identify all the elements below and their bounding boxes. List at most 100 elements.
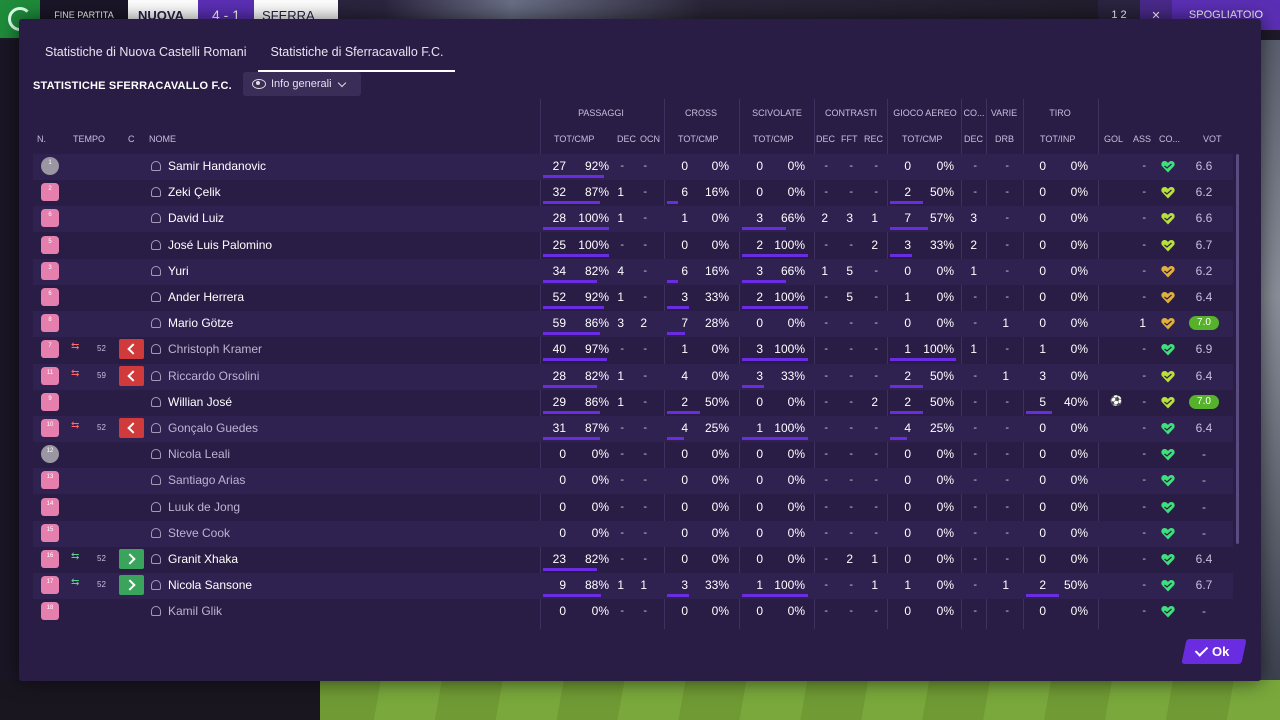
- table-row[interactable]: 18 Kamil Glik 0 0% - -0 0% 0 0% - - -0 0% - -0 0% - -: [33, 599, 1233, 625]
- player-name[interactable]: Luuk de Jong: [168, 499, 241, 514]
- player-name[interactable]: José Luis Palomino: [168, 237, 273, 252]
- player-profile-icon[interactable]: [151, 213, 161, 224]
- shirt-number-icon: 10: [41, 419, 59, 437]
- col-varie-drb[interactable]: DRB: [995, 134, 1015, 144]
- col-sciv-totcmp[interactable]: TOT/CMP: [753, 134, 794, 144]
- challenges-decisive: -: [824, 291, 828, 303]
- table-row[interactable]: 7 ⇆ 52 Christoph Kramer 40 97% - -1 0% 3 100% - - -1 1…: [33, 337, 1233, 363]
- table-row[interactable]: 17 ⇆ 52 Nicola Sansone 9 88% 1 1 3 33% 1 100% - - 1 1 0%…: [33, 573, 1233, 600]
- player-name[interactable]: David Luiz: [168, 211, 225, 226]
- player-rating: 6.4: [1195, 290, 1213, 304]
- player-profile-icon[interactable]: [151, 580, 161, 591]
- player-name[interactable]: Nicola Leali: [168, 447, 231, 462]
- player-name[interactable]: Riccardo Orsolini: [168, 368, 260, 383]
- player-profile-icon[interactable]: [151, 265, 161, 276]
- col-c[interactable]: C: [128, 134, 135, 144]
- condition-heart-icon: [1161, 292, 1175, 304]
- player-name[interactable]: Mario Götze: [168, 316, 234, 331]
- col-nome[interactable]: NOME: [149, 134, 176, 144]
- player-profile-icon[interactable]: [151, 554, 161, 564]
- view-dropdown[interactable]: Info generali: [243, 72, 361, 96]
- tackles-completion-bar: [742, 227, 786, 231]
- player-name[interactable]: Willian José: [168, 394, 233, 409]
- tab-home-stats[interactable]: Statistiche di Nuova Castelli Romani: [45, 45, 247, 59]
- player-profile-icon[interactable]: [151, 292, 161, 302]
- player-name[interactable]: Steve Cook: [168, 525, 231, 540]
- player-name[interactable]: Yuri: [168, 263, 189, 278]
- col-cross-totcmp[interactable]: TOT/CMP: [678, 134, 719, 144]
- player-name[interactable]: Granit Xhaka: [168, 552, 239, 566]
- challenges-recoveries: -: [874, 291, 878, 303]
- chances-created: -: [643, 369, 647, 382]
- passes-completion-bar: [543, 306, 604, 309]
- table-scrollbar[interactable]: [1236, 154, 1239, 544]
- player-profile-icon[interactable]: [151, 187, 161, 198]
- passes-completion: 92%: [584, 159, 609, 173]
- table-row[interactable]: 2 Zeki Çelik 32 87% 1 - 6 16% 0 0% - - - 2 50% - - 0 0% - 6.…: [33, 180, 1233, 206]
- player-name[interactable]: Ander Herrera: [168, 290, 245, 304]
- table-row[interactable]: 1 Samir Handanovic 27 92% - -0 0% 0 0% - - -0 0% - -0 0…: [33, 154, 1233, 180]
- player-name[interactable]: Gonçalo Guedes: [168, 421, 259, 435]
- tab-away-stats[interactable]: Statistiche di Sferracavallo F.C.: [258, 41, 456, 72]
- player-name[interactable]: Samir Handanovic: [168, 159, 267, 173]
- col-ass[interactable]: ASS: [1133, 134, 1152, 144]
- player-name[interactable]: Christoph Kramer: [168, 342, 263, 357]
- player-profile-icon[interactable]: [151, 449, 161, 460]
- col-pass-dec[interactable]: DEC: [617, 134, 637, 144]
- player-profile-icon[interactable]: [151, 423, 161, 433]
- headers-total: 0: [904, 604, 911, 619]
- col-aereo-totcmp[interactable]: TOT/CMP: [902, 134, 943, 144]
- tackles-total: 3: [756, 342, 763, 357]
- table-row[interactable]: 12 Nicola Leali 0 0% - -0 0% 0 0% - - -0 0% - -0 0% - -: [33, 442, 1233, 468]
- table-row[interactable]: 8 Mario Götze 59 86% 3 2 7 28% 0 0% - - - 0 0% - 1 0 0% 1 7.…: [33, 311, 1233, 338]
- dribbles: -: [1005, 526, 1009, 539]
- col-con-dec[interactable]: DEC: [816, 134, 836, 144]
- player-name[interactable]: Kamil Glik: [168, 604, 223, 619]
- col-n[interactable]: N.: [37, 134, 46, 144]
- col-con-fft[interactable]: FFT: [841, 134, 858, 144]
- player-profile-icon[interactable]: [151, 239, 161, 250]
- player-profile-icon[interactable]: [151, 396, 161, 407]
- table-row[interactable]: 9 Willian José 29 86% 1 - 2 50% 0 0% - - 2 2 50% - - 5 40%…: [33, 390, 1233, 416]
- col-co-dec[interactable]: DEC: [964, 134, 984, 144]
- col-tiro-totinp[interactable]: TOT/INP: [1040, 134, 1076, 144]
- passes-decisive: 3: [617, 316, 624, 331]
- player-profile-icon[interactable]: [151, 344, 161, 355]
- table-row[interactable]: 5 José Luis Palomino 25 100% - -0 0% 2 100% - -2 3 3…: [33, 233, 1233, 259]
- ok-button[interactable]: Ok: [1181, 639, 1247, 664]
- shots-on-target: 0%: [1070, 525, 1088, 540]
- player-name[interactable]: Zeki Çelik: [168, 185, 221, 200]
- player-profile-icon[interactable]: [151, 501, 161, 512]
- table-row[interactable]: 15 Steve Cook 0 0% - -0 0% 0 0% - - -0 0% - -0 0% - -: [33, 520, 1233, 547]
- player-name[interactable]: Santiago Arias: [168, 473, 246, 488]
- col-con-rec[interactable]: REC: [864, 134, 884, 144]
- col-gol[interactable]: GOL: [1104, 134, 1124, 144]
- table-row[interactable]: 13 Santiago Arias 0 0% - -0 0% 0 0% - - -0 0% - -0 0% - -: [33, 468, 1233, 495]
- table-row[interactable]: 6 Ander Herrera 52 92% 1 - 3 33% 2 100% - 5 - 1 0% - - 0 0…: [33, 285, 1233, 311]
- table-row[interactable]: 10 ⇆ 52 Gonçalo Guedes 31 87% - -4 25% 1 100% - - -4 2…: [33, 416, 1233, 442]
- headers-total: 2: [904, 368, 911, 383]
- table-row[interactable]: 3 Yuri 34 82% 4 - 6 16% 3 66% 1 5 - 0 0% 1 - 0 0% - 6.2: [33, 258, 1233, 285]
- player-profile-icon[interactable]: [151, 161, 161, 171]
- challenges-recoveries: -: [874, 448, 878, 461]
- section-title: STATISTICHE SFERRACAVALLO F.C.: [33, 80, 232, 92]
- player-profile-icon[interactable]: [151, 318, 161, 329]
- col-vot[interactable]: VOT: [1203, 134, 1222, 144]
- passes-completion: 86%: [584, 394, 609, 409]
- col-pass-totcmp[interactable]: TOT/CMP: [554, 134, 595, 144]
- table-row[interactable]: 14 Luuk de Jong 0 0% - -0 0% 0 0% - - -0 0% - -0 0% - -: [33, 495, 1233, 521]
- table-row[interactable]: 11 ⇆ 59 Riccardo Orsolini 28 82% 1 - 4 0% 3 33% - - - 2…: [33, 363, 1233, 390]
- challenges-fouls: -: [849, 605, 853, 618]
- player-profile-icon[interactable]: [151, 527, 161, 538]
- player-profile-icon[interactable]: [151, 606, 161, 617]
- player-profile-icon[interactable]: [151, 475, 161, 486]
- table-row[interactable]: 16 ⇆ 52 Granit Xhaka 23 82% - -0 0% 0 0% -2 1 0 0% - -0 0…: [33, 547, 1233, 573]
- col-condition[interactable]: CO...: [1159, 134, 1181, 144]
- col-tempo[interactable]: TEMPO: [73, 134, 106, 144]
- player-name[interactable]: Nicola Sansone: [168, 578, 253, 593]
- substitution-minute: 52: [97, 344, 106, 354]
- col-pass-ocn[interactable]: OCN: [640, 134, 660, 144]
- player-profile-icon[interactable]: [151, 370, 161, 381]
- clearances-decisive: -: [973, 553, 977, 565]
- table-row[interactable]: 6 David Luiz 28 100% 1 - 1 0% 3 66% 2 3 1 7 57% 3 - 0 0% - 6…: [33, 206, 1233, 233]
